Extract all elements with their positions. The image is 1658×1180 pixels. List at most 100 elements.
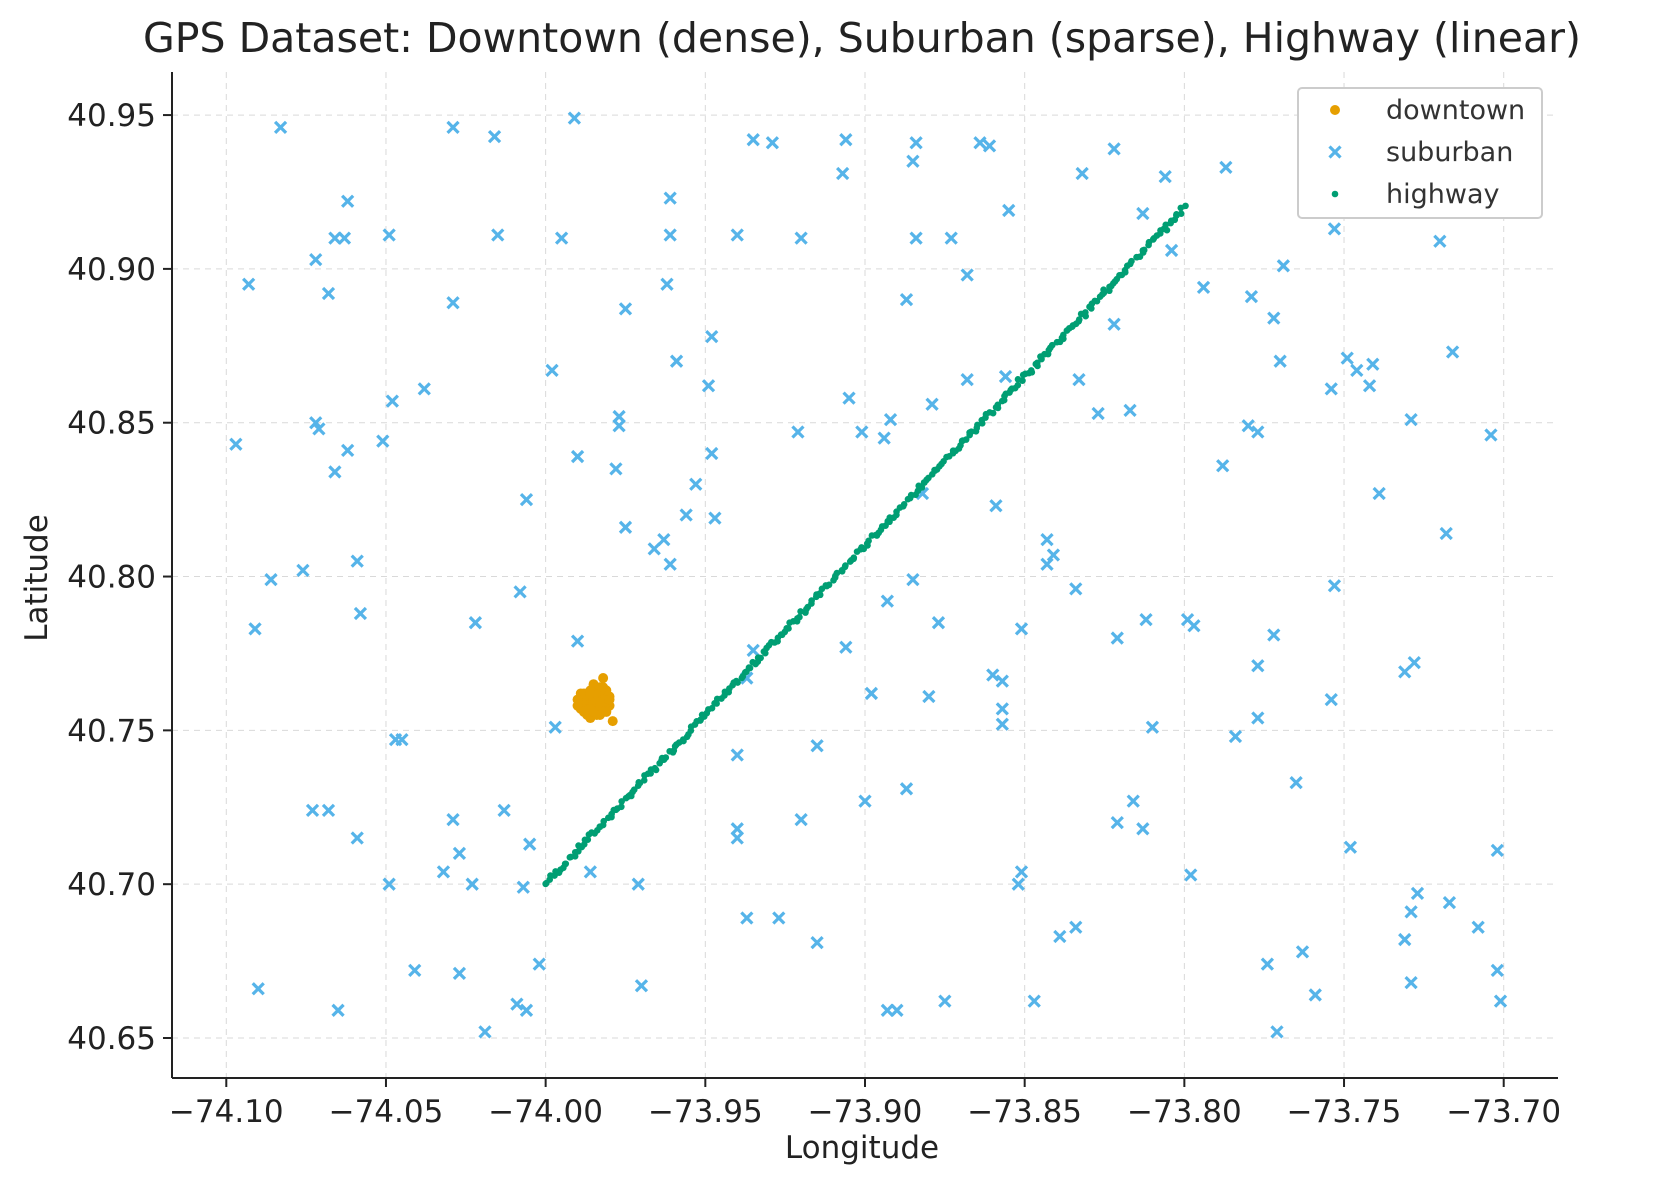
- series-highway: [542, 202, 1189, 888]
- suburban-point: [810, 936, 824, 950]
- suburban-point: [309, 253, 323, 267]
- legend-box: [1297, 87, 1543, 219]
- suburban-point: [1350, 363, 1364, 378]
- suburban-point: [1046, 548, 1061, 562]
- suburban-point: [839, 640, 853, 654]
- suburban-point: [839, 133, 853, 147]
- suburban-point: [701, 379, 716, 393]
- suburban-point: [1219, 160, 1233, 175]
- suburban-point: [960, 373, 974, 387]
- suburban-point: [858, 794, 872, 808]
- x-tick-label: −73.85: [967, 1094, 1082, 1130]
- suburban-point: [1228, 729, 1243, 744]
- suburban-point: [705, 446, 719, 461]
- suburban-point: [570, 449, 585, 464]
- suburban-point: [1398, 932, 1412, 947]
- downtown-point: [607, 716, 618, 727]
- suburban-point: [1136, 206, 1150, 221]
- suburban-point: [487, 129, 502, 144]
- x-tick-label: −73.70: [1446, 1094, 1561, 1130]
- suburban-point: [864, 686, 879, 701]
- suburban-point: [251, 982, 265, 996]
- x-axis-title: Longitude: [785, 1130, 939, 1166]
- suburban-point: [1251, 425, 1265, 439]
- highway-point: [785, 625, 792, 632]
- suburban-point: [647, 542, 661, 556]
- axes: [171, 72, 1558, 1079]
- suburban-point: [663, 191, 677, 205]
- suburban-point: [899, 782, 914, 796]
- highway-point: [1177, 210, 1185, 217]
- suburban-point: [1324, 692, 1338, 707]
- x-tick-label: −74.10: [169, 1094, 284, 1130]
- highway-point: [994, 401, 1002, 409]
- suburban-point: [938, 994, 952, 1008]
- suburban-point: [305, 803, 320, 817]
- highway-point: [734, 679, 741, 686]
- suburban-point: [545, 363, 559, 378]
- highway-point: [584, 836, 592, 843]
- suburban-point: [1014, 865, 1029, 879]
- suburban-point: [989, 499, 1003, 513]
- suburban-point: [376, 434, 390, 448]
- suburban-point: [516, 880, 530, 894]
- suburban-point: [1308, 988, 1322, 1002]
- highway-point: [618, 803, 625, 811]
- suburban-point: [1404, 975, 1418, 990]
- suburban-point: [810, 739, 824, 753]
- y-tick-label: 40.65: [67, 1021, 156, 1057]
- suburban-point: [708, 511, 722, 525]
- y-tick-label: 40.75: [67, 713, 156, 749]
- suburban-point: [1164, 243, 1179, 258]
- suburban-point: [842, 391, 856, 405]
- suburban-point: [663, 557, 677, 571]
- suburban-point: [452, 966, 467, 981]
- suburban-point: [909, 136, 923, 150]
- suburban-point: [532, 957, 546, 971]
- highway-point: [833, 569, 841, 577]
- y-tick-label: 40.80: [67, 560, 156, 596]
- suburban-point: [264, 572, 278, 587]
- suburban-point: [417, 382, 431, 396]
- y-tick-label: 40.95: [67, 98, 156, 134]
- suburban-point: [382, 228, 396, 242]
- suburban-point: [510, 997, 524, 1011]
- suburban-point: [1145, 720, 1160, 734]
- suburban-point: [519, 1003, 534, 1017]
- suburban-point: [1270, 1025, 1284, 1039]
- highway-point: [825, 581, 833, 589]
- suburban-point: [328, 231, 342, 245]
- suburban-point: [906, 572, 920, 587]
- suburban-point: [925, 397, 939, 411]
- highway-point: [651, 764, 659, 772]
- suburban-point: [1267, 628, 1281, 642]
- suburban-point: [452, 846, 467, 861]
- suburban-point: [794, 812, 808, 827]
- highway-point: [600, 817, 608, 825]
- suburban-point: [1107, 142, 1121, 156]
- suburban-point: [794, 231, 808, 245]
- suburban-point: [609, 462, 623, 476]
- highway-point: [899, 503, 907, 510]
- suburban-point: [909, 231, 923, 245]
- suburban-point: [995, 717, 1009, 731]
- suburban-point: [1184, 868, 1198, 882]
- suburban-point: [1110, 631, 1124, 645]
- suburban-point: [353, 606, 368, 621]
- suburban-point: [1110, 816, 1124, 830]
- suburban-point: [1075, 166, 1089, 181]
- suburban-point: [242, 277, 256, 291]
- suburban-point: [922, 689, 936, 704]
- suburban-point: [772, 911, 786, 925]
- suburban-point: [791, 425, 805, 439]
- plot-area: [229, 111, 1508, 1039]
- suburban-point: [385, 394, 399, 408]
- suburban-point: [1069, 920, 1083, 934]
- suburban-point: [567, 111, 582, 125]
- suburban-point: [944, 231, 958, 245]
- highway-point: [662, 754, 670, 761]
- suburban-point: [906, 154, 920, 168]
- suburban-point: [395, 732, 409, 747]
- suburban-point: [468, 616, 483, 630]
- suburban-point: [705, 329, 719, 344]
